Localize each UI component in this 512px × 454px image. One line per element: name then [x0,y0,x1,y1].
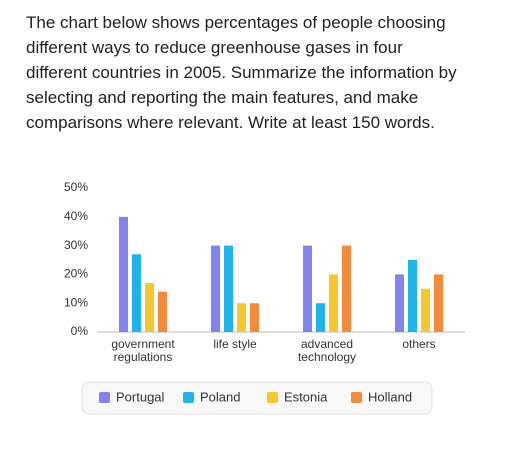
legend-swatch [267,392,278,403]
prompt-line: different ways to reduce greenhouse gase… [26,38,403,57]
legend-box [81,381,433,415]
bar [158,291,167,332]
bar [303,245,312,332]
y-tick-label: 40% [64,209,88,223]
bar [316,303,325,332]
x-tick-label: government regulations [111,337,175,364]
prompt-line: comparisons where relevant. Write at lea… [26,113,435,132]
legend-swatch [351,392,362,403]
bar [132,254,141,332]
prompt-line: different countries in 2005. Summarize t… [26,63,457,82]
legend-label: Poland [200,389,240,404]
bar [224,245,233,332]
y-tick-label: 20% [64,267,88,281]
bar [237,303,246,332]
bar [408,260,417,332]
y-tick-label: 30% [64,238,88,252]
y-tick-label: 50% [64,180,88,194]
prompt-line: selecting and reporting the main feature… [26,88,418,107]
x-tick-label: life style [213,337,257,351]
legend-swatch [183,392,194,403]
legend-label: Estonia [284,389,328,404]
prompt-line: The chart below shows percentages of peo… [26,13,446,32]
bar [421,288,430,332]
bar [395,274,404,332]
bar [342,245,351,332]
legend-label: Holland [368,389,412,404]
x-tick-label: advanced technology [298,337,356,364]
bar [211,245,220,332]
legend-swatch [99,392,110,403]
bar [250,303,259,332]
y-tick-label: 0% [71,324,89,338]
bar [145,283,154,332]
x-tick-label: others [402,337,435,351]
bar [434,274,443,332]
bar [329,274,338,332]
legend-label: Portugal [116,389,165,404]
bar [119,216,128,332]
y-tick-label: 10% [64,295,88,309]
